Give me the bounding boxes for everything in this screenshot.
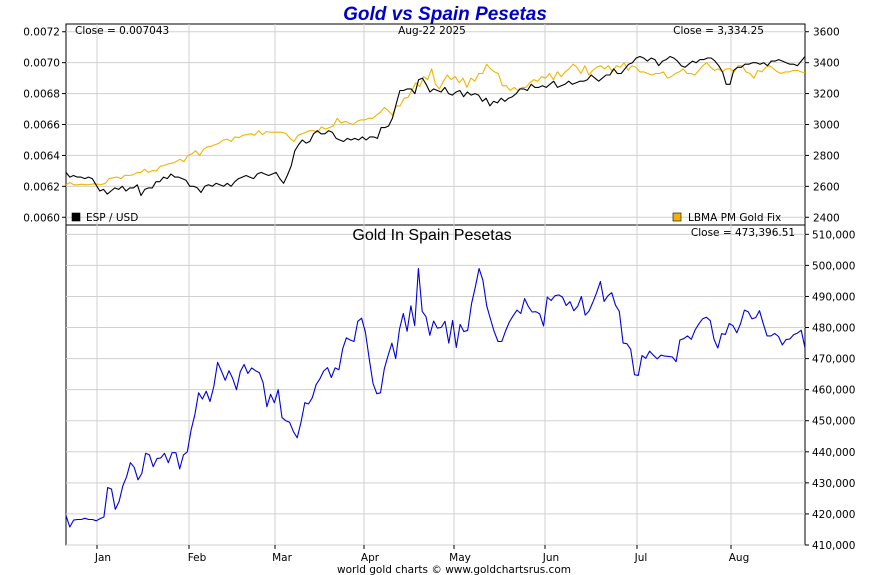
y-left-tick-label: 0.0068	[23, 89, 60, 101]
y-right-tick-label: 410,000	[812, 540, 855, 552]
y-right-tick-label: 500,000	[812, 260, 855, 272]
date-label: Aug-22 2025	[398, 25, 466, 37]
y-left-tick-label: 0.0070	[23, 58, 60, 70]
grid-lines	[66, 24, 805, 546]
y-left-tick-label: 0.0072	[23, 27, 60, 39]
x-tick-label: Apr	[361, 552, 380, 564]
y-left-tick-label: 0.0062	[23, 181, 60, 193]
legend-gold-fix-swatch	[672, 212, 682, 222]
y-right-tick-label: 2800	[813, 150, 840, 162]
y-right-tick-label: 440,000	[812, 447, 855, 459]
y-left-tick-label: 0.0060	[23, 212, 60, 224]
y-right-tick-label: 2400	[813, 212, 840, 224]
chart-title: Gold vs Spain Pesetas	[343, 4, 547, 25]
legend-esp-usd-swatch	[71, 212, 81, 222]
y-right-tick-label: 3200	[813, 89, 840, 101]
bottom-panel-frame	[65, 224, 806, 546]
x-tick-label: Jul	[634, 552, 648, 564]
y-right-tick-label: 3600	[813, 27, 840, 39]
y-right-tick-label: 420,000	[812, 509, 855, 521]
y-left-tick-label: 0.0064	[23, 150, 60, 162]
y-right-tick-label: 470,000	[812, 354, 855, 366]
legend-gold-fix-label: LBMA PM Gold Fix	[688, 212, 781, 224]
y-right-tick-label: 460,000	[812, 385, 855, 397]
esp-usd-line	[65, 55, 806, 197]
y-right-tick-label: 490,000	[812, 291, 855, 303]
gold-fix-line	[65, 62, 806, 186]
y-right-tick-label: 430,000	[812, 478, 855, 490]
y-right-tick-label: 450,000	[812, 416, 855, 428]
y-right-tick-label: 2600	[813, 181, 840, 193]
x-tick-label: Feb	[188, 552, 207, 564]
y-right-tick-label: 510,000	[812, 229, 855, 241]
x-tick-label: Aug	[729, 552, 750, 564]
lower-close-label: Close = 473,396.51	[691, 227, 795, 239]
x-tick-label: Mar	[272, 552, 292, 564]
x-tick-label: May	[449, 552, 471, 564]
y-right-tick-label: 480,000	[812, 323, 855, 335]
footer-credit: world gold charts © www.goldchartsrus.co…	[337, 564, 571, 575]
x-tick-label: Jan	[94, 552, 111, 564]
series-lines	[65, 55, 806, 528]
y-left-tick-label: 0.0066	[23, 120, 60, 132]
close-gold-label: Close = 3,334.25	[673, 25, 764, 37]
y-right-tick-label: 3000	[813, 120, 840, 132]
x-tick-label: Jun	[542, 552, 559, 564]
close-esp-label: Close = 0.007043	[75, 25, 169, 37]
axis-ticks: Jan Feb Mar Apr May Jun Jul Aug 0.0060 0.0062 0.00…	[23, 27, 855, 564]
legend-esp-usd-label: ESP / USD	[86, 212, 138, 224]
lower-chart-title: Gold In Spain Pesetas	[352, 227, 511, 244]
y-right-tick-label: 3400	[813, 58, 840, 70]
gold-in-esp-line	[65, 267, 806, 528]
